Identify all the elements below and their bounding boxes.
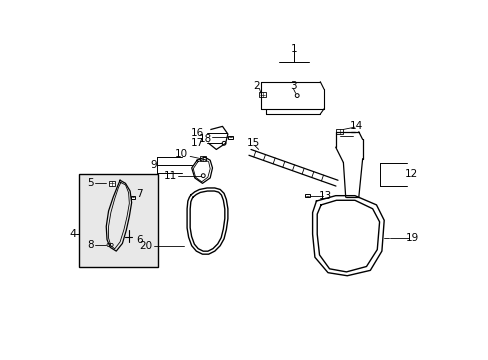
Text: 1: 1 xyxy=(290,44,297,54)
Text: 18: 18 xyxy=(199,134,212,144)
Text: 7: 7 xyxy=(136,189,142,199)
Circle shape xyxy=(107,243,110,247)
Text: 16: 16 xyxy=(191,128,204,138)
Bar xyxy=(131,195,135,199)
Text: 15: 15 xyxy=(246,138,260,148)
Bar xyxy=(108,181,115,186)
Circle shape xyxy=(110,243,113,247)
Text: 4: 4 xyxy=(69,229,77,239)
Text: 13: 13 xyxy=(318,191,332,201)
Text: 3: 3 xyxy=(289,81,296,91)
Circle shape xyxy=(201,174,205,177)
Text: 19: 19 xyxy=(405,233,419,243)
Text: 2: 2 xyxy=(253,81,259,91)
Circle shape xyxy=(222,141,225,145)
Text: 11: 11 xyxy=(163,171,176,181)
Text: 12: 12 xyxy=(404,169,417,179)
Text: 8: 8 xyxy=(86,240,93,250)
Bar xyxy=(336,130,342,134)
Text: 20: 20 xyxy=(139,242,152,252)
Bar xyxy=(79,174,158,266)
Bar xyxy=(227,136,232,139)
Text: 17: 17 xyxy=(191,138,204,148)
Text: 10: 10 xyxy=(175,149,188,159)
Text: 5: 5 xyxy=(86,178,93,188)
Bar xyxy=(200,156,206,161)
Text: 6: 6 xyxy=(136,235,142,244)
Bar xyxy=(305,194,309,197)
Circle shape xyxy=(295,94,299,98)
Text: 9: 9 xyxy=(150,160,156,170)
Bar xyxy=(259,93,265,97)
Text: 14: 14 xyxy=(349,121,363,131)
